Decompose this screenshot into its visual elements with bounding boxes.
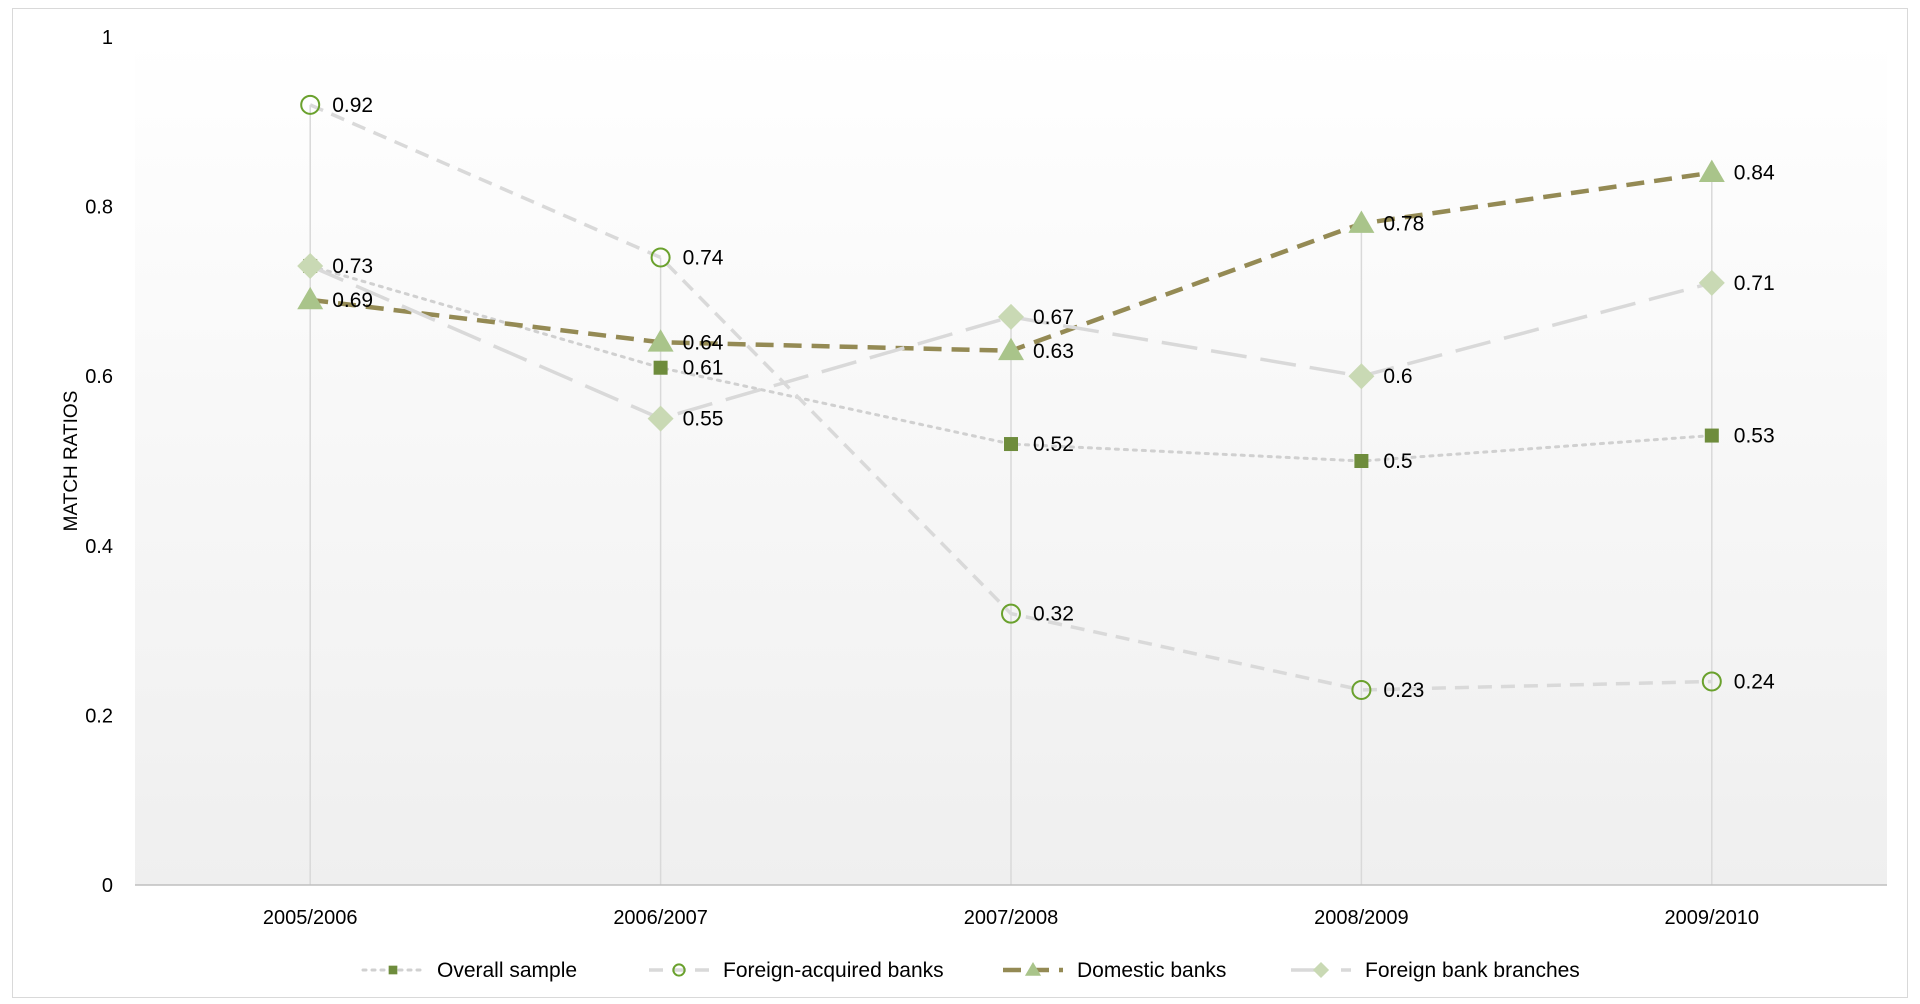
data-point bbox=[297, 286, 324, 310]
y-tick-label: 0.6 bbox=[85, 366, 113, 388]
legend-marker bbox=[388, 965, 398, 975]
data-label: 0.5 bbox=[1383, 450, 1412, 473]
data-label: 0.67 bbox=[1033, 306, 1074, 329]
data-point bbox=[1701, 671, 1722, 692]
data-label: 0.6 bbox=[1383, 365, 1412, 388]
x-tick-label: 2006/2007 bbox=[613, 907, 708, 929]
data-point bbox=[653, 360, 668, 375]
legend-label: Foreign bank branches bbox=[1365, 959, 1580, 982]
data-point bbox=[650, 247, 671, 268]
x-tick-label: 2007/2008 bbox=[964, 907, 1059, 929]
data-label: 0.73 bbox=[332, 255, 373, 278]
legend-label: Foreign-acquired banks bbox=[723, 959, 944, 982]
data-label: 0.74 bbox=[683, 246, 724, 269]
data-label: 0.78 bbox=[1383, 213, 1424, 236]
legend-label: Domestic banks bbox=[1077, 959, 1226, 982]
data-point bbox=[1348, 363, 1375, 390]
data-label: 0.53 bbox=[1734, 425, 1775, 448]
series-line bbox=[309, 103, 1712, 692]
data-label: 0.69 bbox=[332, 289, 373, 312]
x-tick-label: 2009/2010 bbox=[1665, 907, 1760, 929]
series-line bbox=[309, 264, 1713, 421]
data-label: 0.52 bbox=[1033, 433, 1074, 456]
x-tick-label: 2008/2009 bbox=[1314, 907, 1409, 929]
data-point bbox=[1004, 437, 1018, 452]
y-tick-label: 1 bbox=[102, 27, 113, 49]
data-label: 0.55 bbox=[683, 408, 724, 431]
data-point bbox=[647, 329, 674, 352]
data-point bbox=[1354, 454, 1369, 468]
data-point bbox=[1001, 603, 1021, 624]
data-point bbox=[647, 405, 674, 432]
data-label: 0.23 bbox=[1383, 679, 1424, 702]
data-label: 0.64 bbox=[683, 331, 724, 354]
data-label: 0.92 bbox=[332, 94, 373, 117]
data-point bbox=[1704, 428, 1719, 443]
data-label: 0.84 bbox=[1734, 162, 1775, 185]
x-tick-label: 2005/2006 bbox=[263, 907, 358, 929]
data-point bbox=[1351, 679, 1372, 700]
y-tick-label: 0.2 bbox=[85, 705, 113, 727]
data-label: 0.32 bbox=[1033, 603, 1074, 626]
line-chart: 0 0.2 0.4 0.6 0.8 1 2005/2006 2006/2007 2007/200… bbox=[61, 27, 1887, 982]
data-label: 0.63 bbox=[1033, 340, 1074, 363]
data-label: 0.24 bbox=[1734, 670, 1775, 693]
data-point bbox=[1348, 210, 1375, 233]
chart-frame: 0 0.2 0.4 0.6 0.8 1 2005/2006 2006/2007 2007/200… bbox=[12, 8, 1908, 998]
data-point bbox=[300, 94, 321, 115]
legend-marker bbox=[672, 963, 686, 977]
data-point bbox=[998, 303, 1024, 330]
legend-label: Overall sample bbox=[437, 959, 577, 982]
y-tick-label: 0.8 bbox=[85, 197, 113, 219]
y-axis-title: MATCH RATIOS bbox=[61, 391, 82, 532]
data-point bbox=[1698, 159, 1725, 183]
data-label: 0.71 bbox=[1734, 272, 1775, 295]
data-label: 0.61 bbox=[683, 357, 724, 380]
data-point bbox=[998, 337, 1024, 361]
y-tick-label: 0.4 bbox=[85, 536, 113, 558]
data-point bbox=[1698, 269, 1725, 296]
y-tick-label: 0 bbox=[102, 875, 113, 897]
legend-marker bbox=[1312, 961, 1330, 979]
legend-marker bbox=[1024, 961, 1042, 976]
